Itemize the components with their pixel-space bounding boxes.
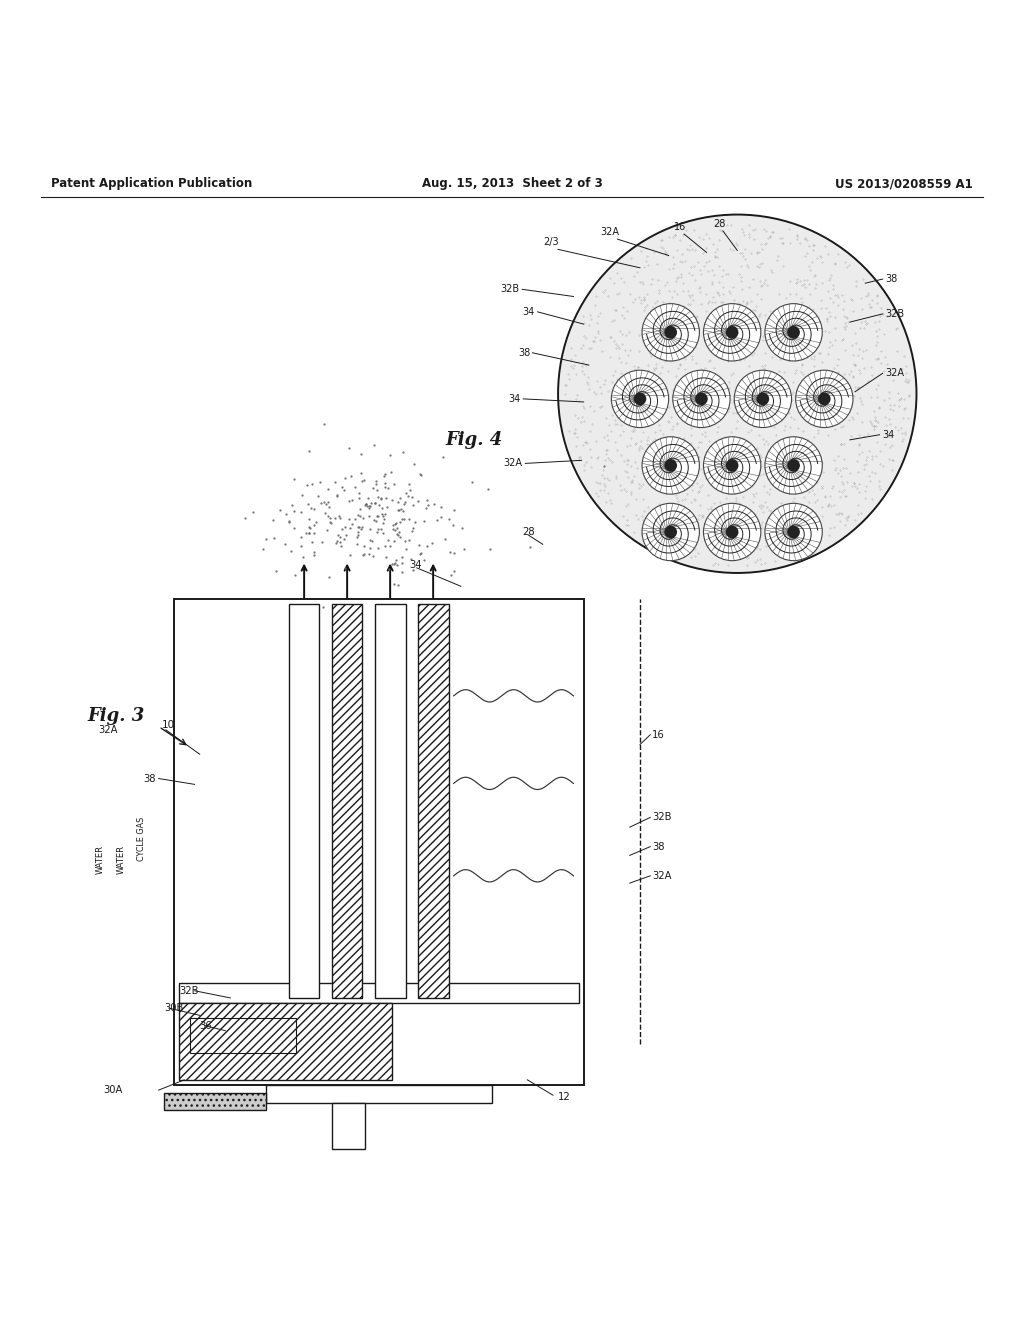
Text: 32B: 32B	[500, 284, 519, 294]
Text: 32A: 32A	[652, 871, 672, 880]
Circle shape	[642, 304, 699, 360]
Text: Patent Application Publication: Patent Application Publication	[51, 177, 253, 190]
Text: 30A: 30A	[103, 1085, 122, 1096]
Bar	[174, 598, 584, 1085]
Circle shape	[787, 525, 800, 539]
Bar	[332, 1104, 365, 1150]
Circle shape	[726, 525, 738, 539]
Circle shape	[703, 503, 761, 561]
Text: 32B: 32B	[652, 812, 672, 822]
Circle shape	[726, 459, 738, 471]
Text: 34: 34	[508, 393, 520, 404]
Text: Aug. 15, 2013  Sheet 2 of 3: Aug. 15, 2013 Sheet 2 of 3	[422, 177, 602, 190]
Bar	[418, 603, 449, 998]
Text: 12: 12	[558, 1092, 570, 1102]
Circle shape	[765, 503, 822, 561]
Circle shape	[558, 215, 916, 573]
Bar	[266, 1085, 492, 1104]
Bar	[164, 1093, 266, 1110]
Text: Fig. 4: Fig. 4	[445, 430, 503, 449]
Text: 10: 10	[162, 719, 175, 730]
Text: US 2013/0208559 A1: US 2013/0208559 A1	[835, 177, 973, 190]
Circle shape	[642, 503, 699, 561]
Circle shape	[818, 392, 830, 405]
Text: 34: 34	[883, 430, 895, 440]
Circle shape	[665, 525, 677, 539]
Bar	[289, 603, 319, 998]
Text: 16: 16	[674, 222, 686, 232]
Circle shape	[796, 370, 853, 428]
Text: 32A: 32A	[503, 458, 522, 469]
Circle shape	[787, 326, 800, 339]
Text: 32A: 32A	[601, 227, 620, 238]
Circle shape	[787, 459, 800, 471]
Text: 28: 28	[714, 219, 726, 228]
Text: 32B: 32B	[886, 309, 905, 319]
Bar	[189, 1019, 296, 1053]
Bar	[332, 603, 362, 998]
Circle shape	[734, 370, 792, 428]
Text: 30B: 30B	[164, 1003, 183, 1014]
Text: 16: 16	[652, 730, 665, 739]
Text: Fig. 3: Fig. 3	[87, 708, 144, 725]
Circle shape	[695, 392, 708, 405]
Text: 38: 38	[652, 842, 665, 851]
Circle shape	[634, 392, 646, 405]
Circle shape	[765, 437, 822, 494]
Text: 32A: 32A	[98, 725, 118, 735]
Circle shape	[703, 304, 761, 360]
Text: 2/3: 2/3	[543, 238, 559, 247]
Circle shape	[642, 437, 699, 494]
Text: 34: 34	[522, 306, 535, 317]
Circle shape	[665, 326, 677, 339]
Bar	[179, 1003, 392, 1080]
Circle shape	[765, 304, 822, 360]
Text: 32A: 32A	[886, 368, 905, 379]
Text: 38: 38	[886, 275, 898, 284]
Circle shape	[611, 370, 669, 428]
Circle shape	[665, 459, 677, 471]
Circle shape	[673, 370, 730, 428]
Text: 38: 38	[143, 774, 156, 784]
Bar	[375, 603, 406, 998]
Circle shape	[726, 326, 738, 339]
Text: 34: 34	[410, 560, 422, 570]
Circle shape	[703, 437, 761, 494]
Text: WATER: WATER	[96, 845, 104, 874]
Bar	[179, 982, 579, 1003]
Text: CYCLE GAS: CYCLE GAS	[137, 817, 145, 862]
Text: WATER: WATER	[117, 845, 125, 874]
Text: 32B: 32B	[179, 986, 199, 995]
Text: 36: 36	[200, 1020, 212, 1031]
Text: 28: 28	[522, 527, 535, 537]
Text: 38: 38	[518, 347, 530, 358]
Circle shape	[757, 392, 769, 405]
